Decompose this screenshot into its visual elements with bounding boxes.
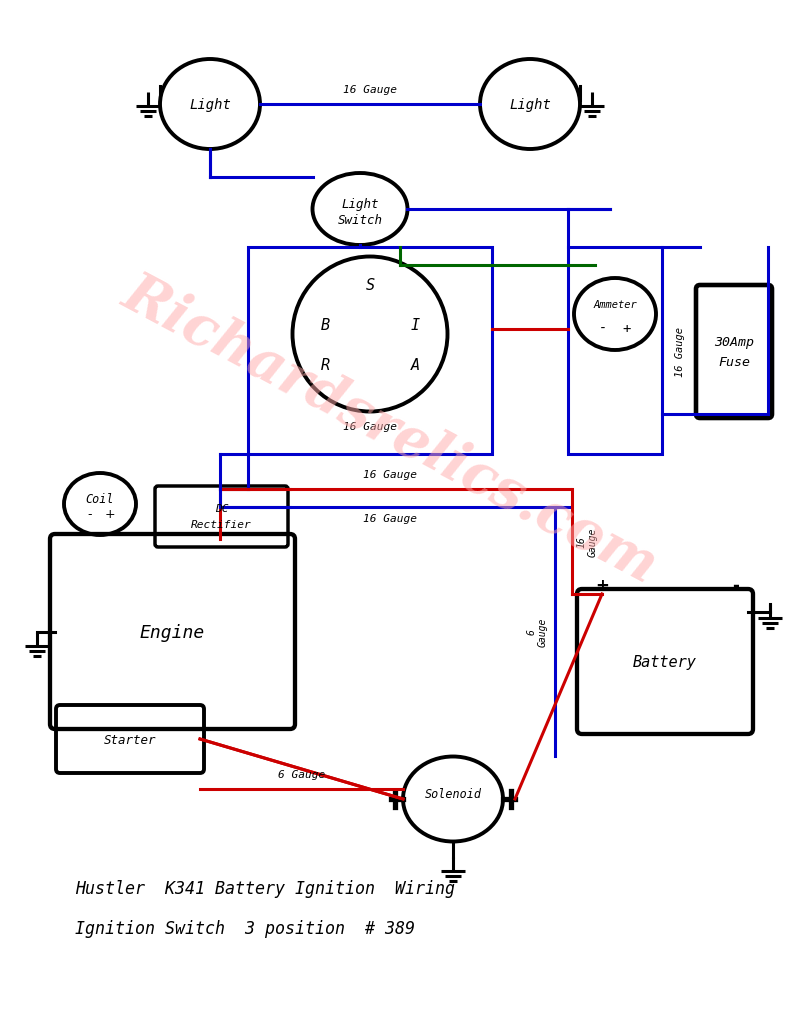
Text: 16 Gauge: 16 Gauge xyxy=(343,422,397,432)
Text: 16
Gauge: 16 Gauge xyxy=(576,528,598,557)
Text: DC: DC xyxy=(214,504,228,514)
Text: S: S xyxy=(366,277,374,292)
Text: Solenoid: Solenoid xyxy=(425,788,482,801)
Text: +: + xyxy=(595,576,609,594)
Text: Richardsrelics.com: Richardsrelics.com xyxy=(114,265,666,593)
Text: -: - xyxy=(88,508,92,521)
Text: +: + xyxy=(623,321,631,336)
Text: Rectifier: Rectifier xyxy=(191,520,252,530)
Text: Battery: Battery xyxy=(633,654,697,669)
Text: I: I xyxy=(410,317,419,333)
Text: B: B xyxy=(321,317,330,333)
Text: Fuse: Fuse xyxy=(718,356,750,369)
Text: Starter: Starter xyxy=(104,733,156,746)
Text: 16 Gauge: 16 Gauge xyxy=(363,514,417,524)
Text: -: - xyxy=(599,321,607,336)
Text: -: - xyxy=(733,576,739,594)
Text: 30Amp: 30Amp xyxy=(714,336,754,349)
Text: A: A xyxy=(410,357,419,372)
Text: 6 Gauge: 6 Gauge xyxy=(278,769,325,779)
Text: 16 Gauge: 16 Gauge xyxy=(363,469,417,479)
Text: Engine: Engine xyxy=(140,623,205,641)
Text: Light: Light xyxy=(509,98,551,112)
Text: Ignition Switch  3 position  # 389: Ignition Switch 3 position # 389 xyxy=(75,919,415,937)
Text: Ammeter: Ammeter xyxy=(593,299,637,309)
Text: Light: Light xyxy=(189,98,231,112)
Text: R: R xyxy=(321,357,330,372)
Text: 16 Gauge: 16 Gauge xyxy=(675,327,685,376)
Text: +: + xyxy=(105,508,115,521)
Text: 16 Gauge: 16 Gauge xyxy=(343,85,397,95)
Text: 6
Gauge: 6 Gauge xyxy=(526,617,548,647)
Text: Hustler  K341 Battery Ignition  Wiring: Hustler K341 Battery Ignition Wiring xyxy=(75,880,455,897)
Text: Light: Light xyxy=(342,197,378,210)
Text: Coil: Coil xyxy=(86,492,114,506)
Text: Switch: Switch xyxy=(338,213,382,226)
